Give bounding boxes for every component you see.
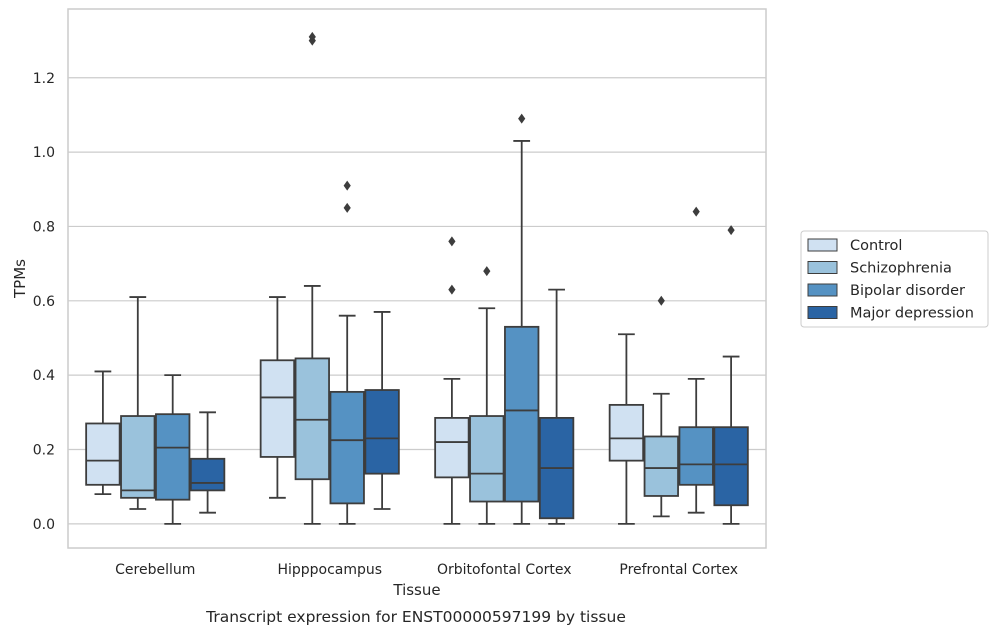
outlier-marker [448,236,456,247]
box-groups [85,31,749,525]
outlier-marker [483,266,491,277]
outlier-marker [692,206,700,217]
box-iqr [364,389,400,475]
legend-label: Bipolar disorder [850,283,965,299]
box-iqr [504,325,540,503]
legend-swatch [807,261,838,274]
plot-frame [67,8,767,549]
x-tick-label: Orbitofontal Cortex [437,562,572,578]
y-tick-labels: 0.0 0.2 0.4 0.6 0.8 1.0 1.2 [33,71,55,533]
box-orbitofontal-cortex-major-depression [538,288,575,525]
box-iqr [434,416,470,479]
box-iqr [294,357,330,481]
box-hipppocampus-major-depression [364,311,400,510]
box-hipppocampus-control [259,296,296,499]
legend-label: Major depression [850,306,974,322]
y-tick-label: 0.8 [33,219,55,235]
x-tick-label: Cerebellum [115,562,195,578]
legend-swatch [807,306,838,319]
outlier-marker [518,113,526,124]
legend-label: Schizophrenia [850,261,952,277]
box-cerebellum-control [85,370,121,496]
box-iqr [678,426,714,486]
box-iqr [155,413,191,501]
outlier-marker [448,284,456,295]
legend-swatch [807,238,838,252]
outlier-marker [343,202,351,213]
box-cerebellum-schizophrenia [120,296,156,510]
y-tick-label: 1.2 [33,71,55,87]
box-prefrontal-cortex-bipolar-disorder [678,206,714,514]
y-tick-label: 0.4 [33,368,55,384]
y-tick-label: 1.0 [33,145,55,161]
box-iqr [189,457,226,492]
outlier-marker [343,180,351,191]
box-iqr [329,390,365,505]
box-iqr [259,359,296,458]
x-tick-label: Hipppocampus [277,562,382,578]
box-hipppocampus-bipolar-disorder [329,180,365,525]
x-axis-label: Tissue [392,581,440,599]
box-iqr [608,403,645,462]
legend-box [800,230,989,328]
box-iqr [469,415,505,503]
box-orbitofontal-cortex-control [434,236,470,525]
box-iqr [713,426,749,507]
legend: Control Schizophrenia Bipolar disorder Majo… [800,230,989,328]
y-tick-label: 0.6 [33,294,55,310]
legend-label: Control [850,238,902,254]
box-iqr [85,422,121,486]
box-cerebellum-bipolar-disorder [155,374,191,525]
x-tick-labels: Cerebellum Hipppocampus Orbitofontal Corte… [115,562,738,578]
box-iqr [120,415,156,499]
box-prefrontal-cortex-schizophrenia [643,295,679,518]
box-iqr [643,435,679,497]
y-axis-label: TPMs [11,259,29,299]
x-tick-label: Prefrontal Cortex [619,562,738,578]
box-orbitofontal-cortex-bipolar-disorder [504,113,540,525]
box-hipppocampus-schizophrenia [294,31,330,525]
legend-swatch [807,283,838,297]
box-orbitofontal-cortex-schizophrenia [469,266,505,525]
outlier-marker [308,31,316,42]
y-tick-label: 0.2 [33,442,55,458]
box-cerebellum-major-depression [189,411,226,514]
chart-caption: Transcript expression for ENST0000059719… [205,608,626,626]
outlier-marker [727,225,735,236]
box-prefrontal-cortex-control [608,333,645,525]
outlier-marker [657,295,665,306]
y-tick-label: 0.0 [33,517,55,533]
box-prefrontal-cortex-major-depression [713,225,749,525]
